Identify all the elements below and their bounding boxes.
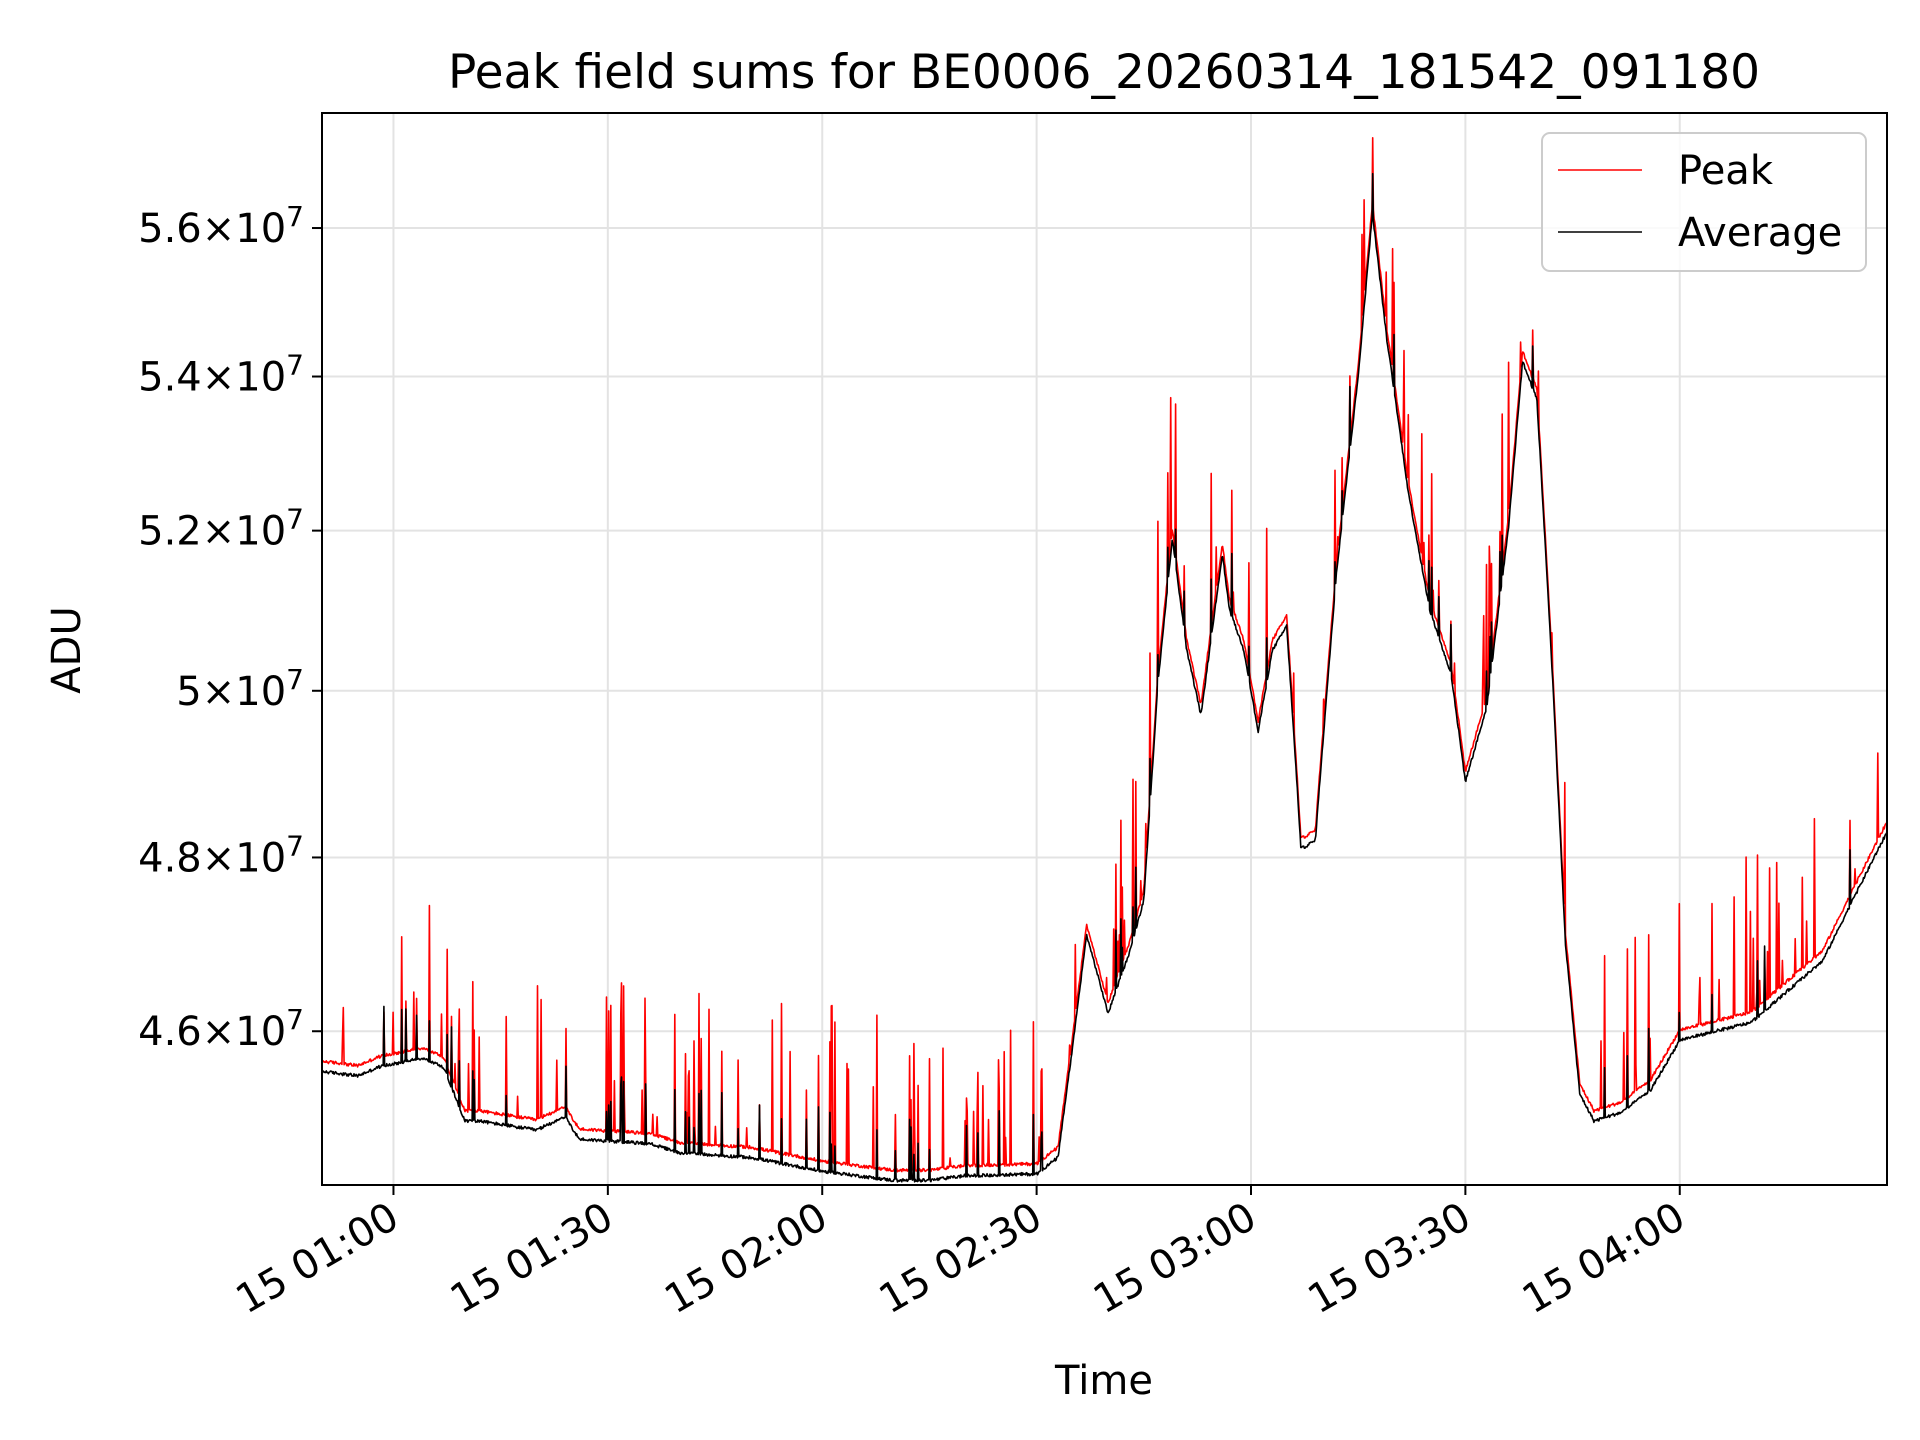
y-tick-label: 4.6×107	[138, 1003, 304, 1055]
y-tick-base: ×10	[202, 206, 286, 252]
y-tick-mantissa: 5.4	[138, 355, 202, 401]
y-tick-base: ×10	[202, 669, 286, 715]
y-tick-label: 5.4×107	[138, 349, 304, 401]
y-tick-mantissa: 4.6	[138, 1009, 202, 1055]
legend: Peak Average	[1541, 132, 1867, 272]
y-tick-mantissa: 5.6	[138, 206, 202, 252]
y-tick-mantissa: 4.8	[138, 835, 202, 881]
y-tick-exponent: 7	[286, 200, 304, 233]
chart-title: Peak field sums for BE0006_20260314_1815…	[448, 45, 1760, 100]
y-tick-mantissa: 5.2	[138, 509, 202, 555]
y-tick-label: 5×107	[176, 663, 304, 715]
x-axis-label: Time	[1054, 1358, 1153, 1404]
y-tick-base: ×10	[202, 509, 286, 555]
y-tick-exponent: 7	[286, 663, 304, 696]
y-tick-base: ×10	[202, 835, 286, 881]
legend-peak-label: Peak	[1678, 148, 1774, 194]
grid-lines	[322, 113, 1887, 1185]
y-tick-mantissa: 5	[176, 669, 201, 715]
y-tick-label: 5.2×107	[138, 503, 304, 555]
y-tick-exponent: 7	[286, 1003, 304, 1036]
legend-average-label: Average	[1678, 210, 1842, 256]
y-tick-base: ×10	[202, 355, 286, 401]
legend-box	[1541, 132, 1867, 272]
y-tick-label: 5.6×107	[138, 200, 304, 252]
plot-area-frame	[321, 112, 1888, 1186]
y-tick-label: 4.8×107	[138, 829, 304, 881]
plot-series	[321, 137, 1888, 1183]
y-tick-exponent: 7	[286, 503, 304, 536]
y-axis-label: ADU	[44, 606, 90, 693]
y-tick-base: ×10	[202, 1009, 286, 1055]
y-tick-exponent: 7	[286, 829, 304, 862]
series-average-line	[321, 172, 1888, 1183]
y-tick-exponent: 7	[286, 349, 304, 382]
